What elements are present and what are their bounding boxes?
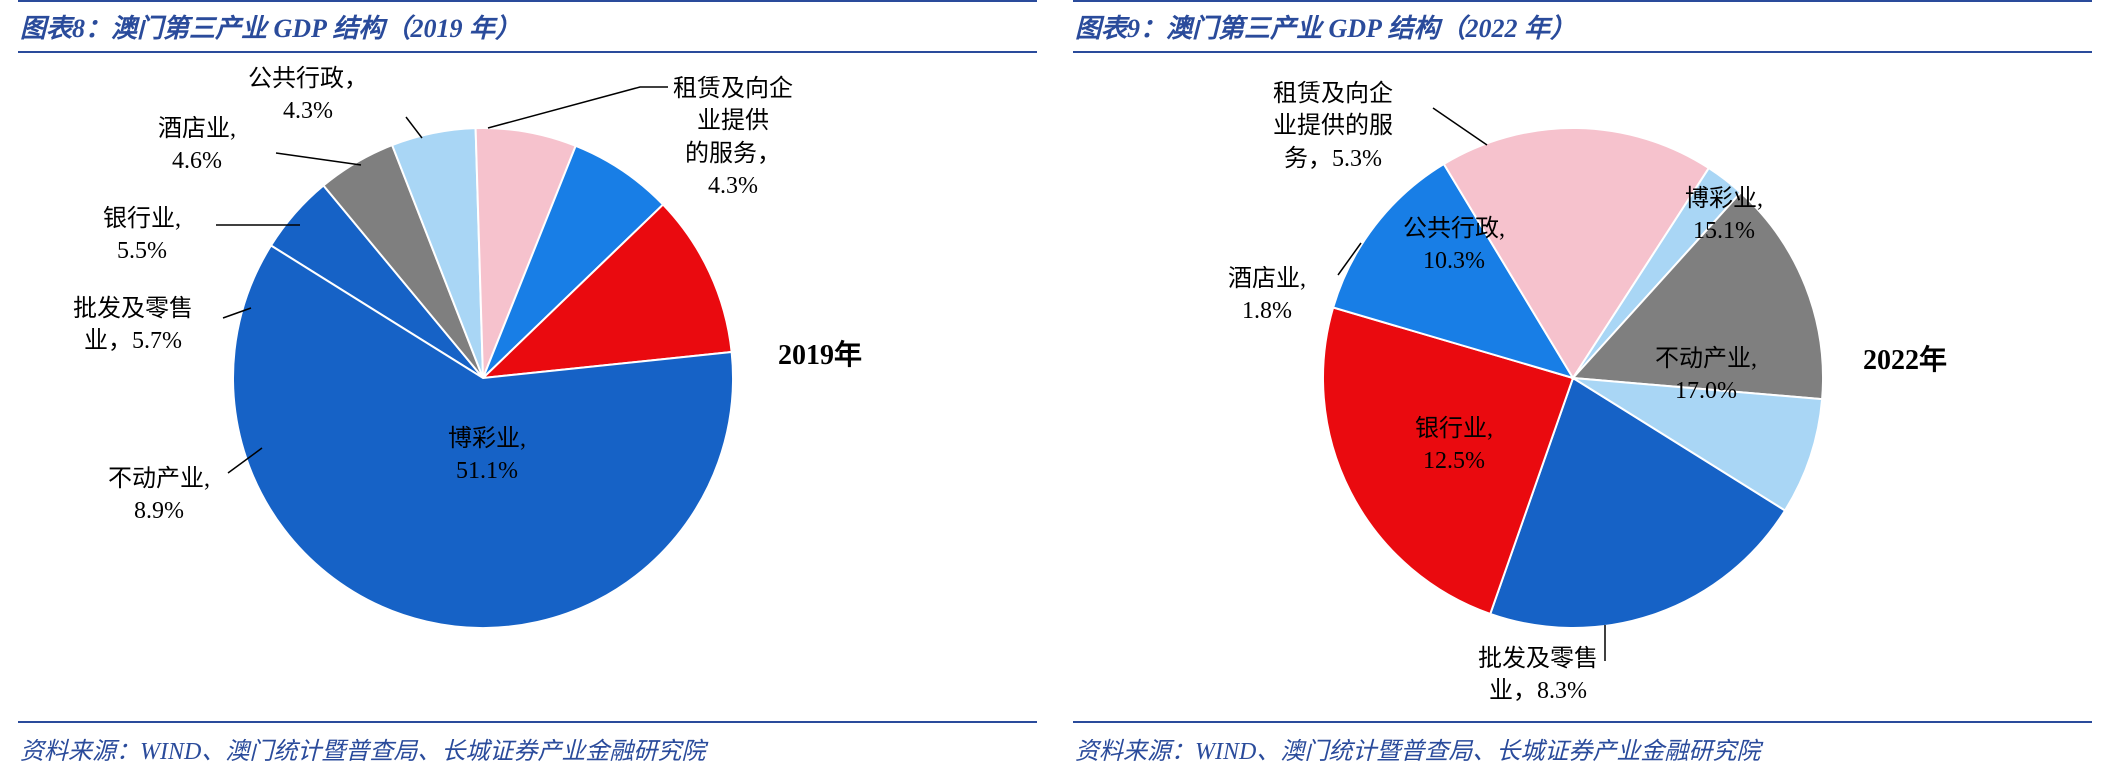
source-bar: 资料来源：WIND、澳门统计暨普查局、长城证券产业金融研究院 xyxy=(18,721,1037,770)
figure-title: 图表8：澳门第三产业 GDP 结构（2019 年） xyxy=(20,14,521,43)
slice-label: 租赁及向企 业提供的服 务，5.3% xyxy=(1273,78,1393,175)
slice-label: 批发及零售 业，5.7% xyxy=(73,293,193,358)
pie-chart-2022: 博彩业, 15.1% 不动产业, 17.0% 批发及零售 业，8.3% 银行业, 12… xyxy=(1073,53,2092,721)
source-bar: 资料来源：WIND、澳门统计暨普查局、长城证券产业金融研究院 xyxy=(1073,721,2092,770)
year-label: 2022年 xyxy=(1863,338,1947,378)
source-text: 资料来源：WIND、澳门统计暨普查局、长城证券产业金融研究院 xyxy=(1075,739,1760,765)
slice-label: 银行业, 5.5% xyxy=(103,203,181,268)
figure-title: 图表9：澳门第三产业 GDP 结构（2022 年） xyxy=(1075,14,1576,43)
left-panel: 图表8：澳门第三产业 GDP 结构（2019 年） 租赁及向企 业提供 的服务，… xyxy=(0,0,1055,770)
slice-label: 批发及零售 业，8.3% xyxy=(1478,643,1598,708)
figure-title-bar: 图表9：澳门第三产业 GDP 结构（2022 年） xyxy=(1073,0,2092,53)
slice-label: 公共行政， 4.3% xyxy=(248,63,368,128)
year-label: 2019年 xyxy=(778,333,862,373)
slice-label: 租赁及向企 业提供 的服务， 4.3% xyxy=(673,73,793,203)
slice-label: 酒店业, 1.8% xyxy=(1228,263,1306,328)
pie-svg xyxy=(231,126,735,630)
slice-label: 博彩业, 51.1% xyxy=(448,423,526,488)
slice-label: 公共行政, 10.3% xyxy=(1403,213,1505,278)
slice-label: 酒店业, 4.6% xyxy=(158,113,236,178)
slice-label: 银行业, 12.5% xyxy=(1415,413,1493,478)
slice-label: 博彩业, 15.1% xyxy=(1685,183,1763,248)
figure-title-bar: 图表8：澳门第三产业 GDP 结构（2019 年） xyxy=(18,0,1037,53)
pie-chart-2019: 租赁及向企 业提供 的服务， 4.3% 公共行政， 4.3%酒店业, 4.6% 银行… xyxy=(18,53,1037,721)
slice-label: 不动产业, 8.9% xyxy=(108,463,210,528)
source-text: 资料来源：WIND、澳门统计暨普查局、长城证券产业金融研究院 xyxy=(20,739,705,765)
slice-label: 不动产业, 17.0% xyxy=(1655,343,1757,408)
right-panel: 图表9：澳门第三产业 GDP 结构（2022 年） 博彩业, 15.1% 不动产业… xyxy=(1055,0,2110,770)
